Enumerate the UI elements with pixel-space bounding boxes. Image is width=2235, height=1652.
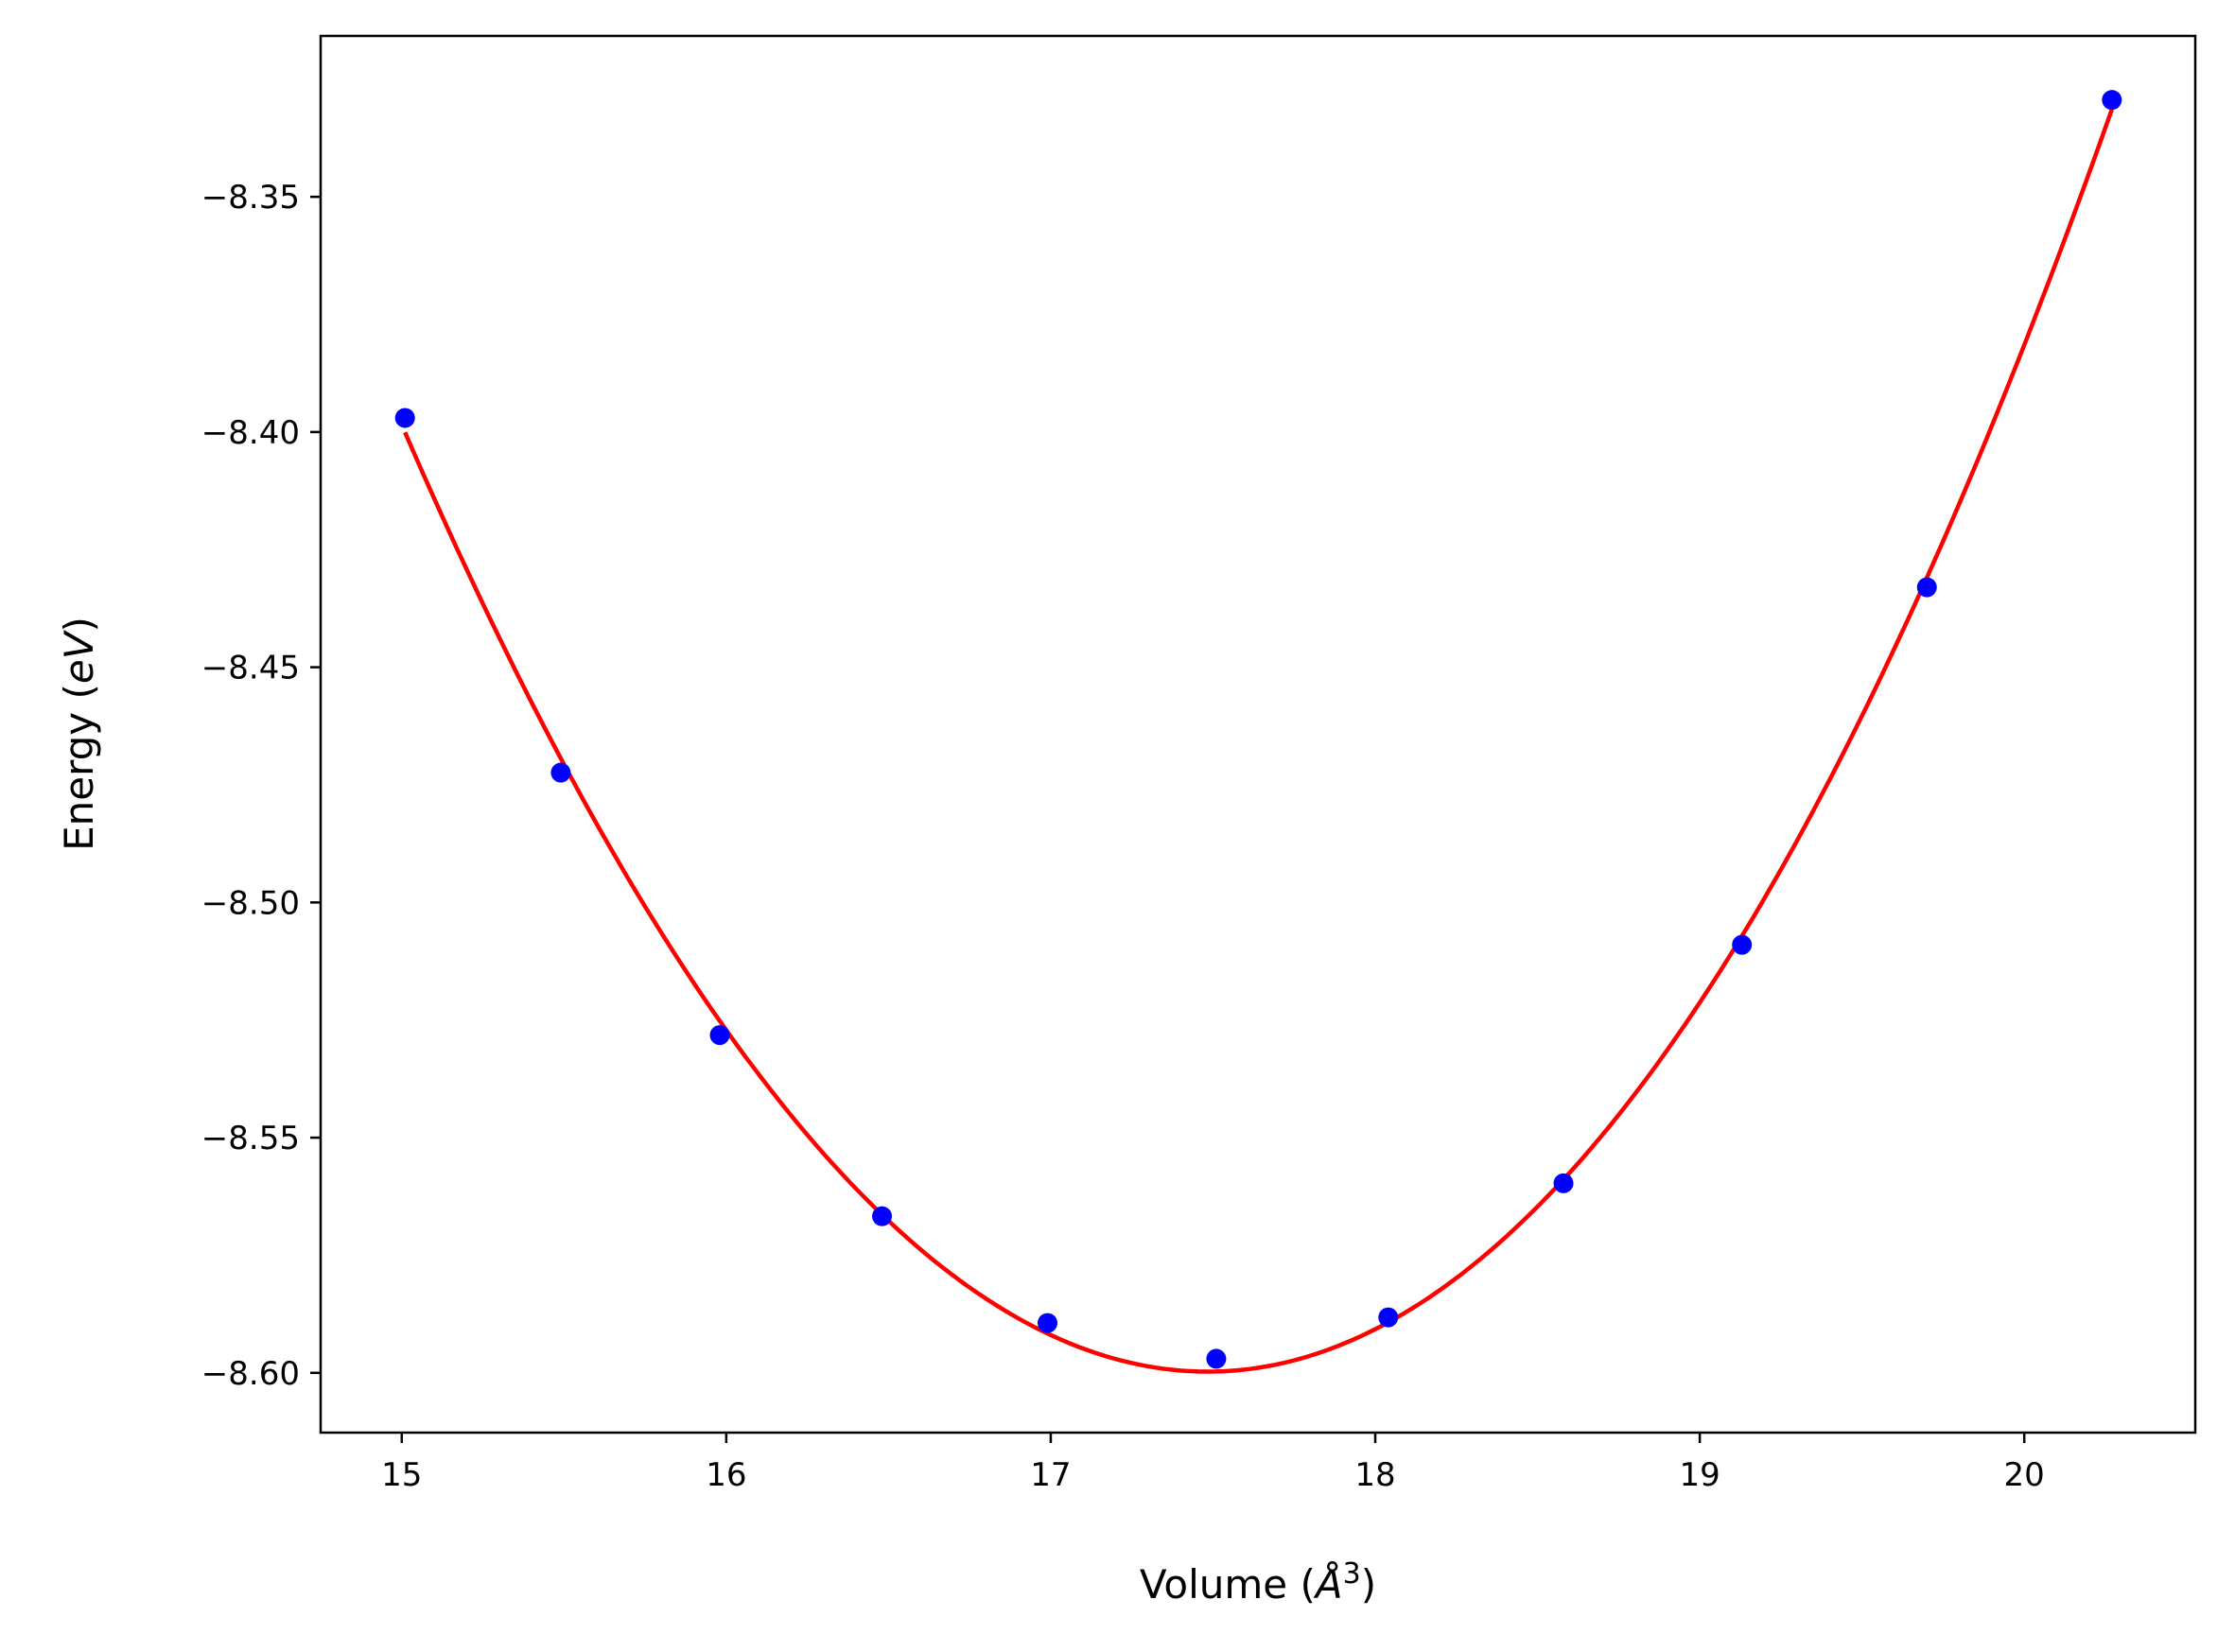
y-axis-label: Energy (eV)	[56, 617, 102, 851]
x-tick-label: 19	[1679, 1456, 1720, 1494]
y-tick-label: −8.35	[201, 179, 300, 217]
y-tick-label: −8.50	[201, 884, 300, 922]
x-tick-label: 20	[2004, 1456, 2045, 1494]
x-tick-label: 18	[1354, 1456, 1395, 1494]
y-tick-label: −8.60	[201, 1355, 300, 1393]
y-tick-label: −8.55	[201, 1120, 300, 1157]
data-point	[872, 1206, 893, 1226]
x-axis-label: Volume (Å3)	[1140, 1557, 1376, 1608]
fit-curve	[403, 108, 2114, 1374]
y-tick-label: −8.40	[201, 414, 300, 452]
data-point	[1038, 1313, 1058, 1333]
data-point	[1732, 934, 1753, 955]
x-tick-label: 15	[381, 1456, 422, 1494]
x-tick-label: 16	[706, 1456, 746, 1494]
data-point	[1553, 1173, 1574, 1193]
data-point	[1378, 1307, 1399, 1328]
plot-frame	[319, 34, 2197, 1435]
data-point	[2102, 90, 2122, 111]
x-tick-label: 17	[1030, 1456, 1071, 1494]
data-point	[394, 408, 415, 428]
y-tick-label: −8.45	[201, 650, 300, 687]
data-point	[709, 1025, 730, 1046]
data-point	[1916, 577, 1937, 598]
data-point	[550, 762, 571, 783]
data-point	[1206, 1348, 1227, 1369]
